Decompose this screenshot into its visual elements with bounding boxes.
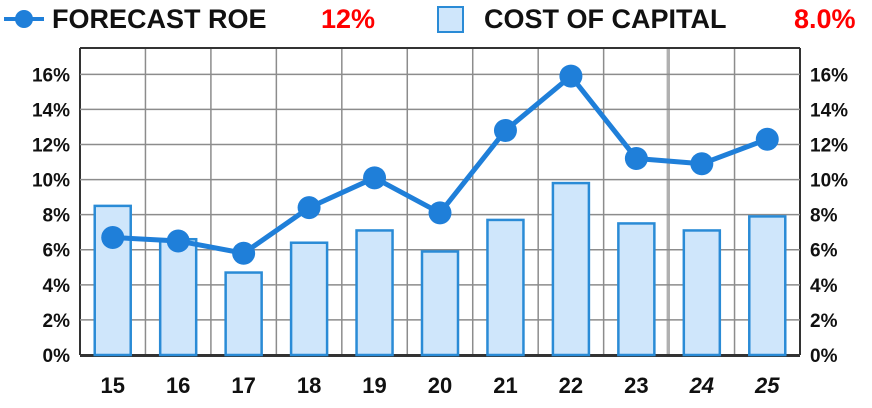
y-tick-label: 2% (43, 311, 71, 332)
y-tick-label: 8% (43, 206, 71, 227)
bar (617, 222, 656, 357)
y-tick-label: 0% (43, 346, 71, 367)
bar (682, 229, 722, 357)
roe-point (624, 147, 648, 171)
bars (93, 181, 787, 357)
line-marker-icon (4, 10, 44, 28)
y-tick-label: 16% (32, 65, 70, 86)
x-tick-label: 22 (559, 373, 583, 398)
roe-point (559, 64, 583, 88)
legend-coc-label: COST OF CAPITAL (484, 4, 727, 34)
bar (551, 181, 591, 357)
y-tick-label: 12% (32, 135, 70, 156)
y-tick-label: 16% (810, 65, 848, 86)
legend-roe-value: 12% (321, 4, 376, 34)
y-tick-label: 2% (810, 311, 838, 332)
y-tick-label: 4% (810, 276, 838, 297)
x-tick-label: 24 (689, 373, 714, 398)
grid (79, 47, 801, 357)
y-tick-label: 10% (32, 171, 70, 192)
roe-line (101, 64, 779, 265)
roe-point (297, 196, 321, 220)
bar-swatch-icon (437, 6, 464, 33)
bar (486, 218, 525, 357)
y-tick-label: 6% (810, 241, 838, 262)
y-tick-label: 4% (43, 276, 71, 297)
y-axis-right: 0% 2% 4% 6% 8% 10% 12% 14% 16% (810, 65, 848, 367)
bar (420, 250, 460, 357)
y-tick-label: 12% (810, 135, 848, 156)
y-tick-label: 6% (43, 241, 71, 262)
legend: FORECAST ROE 12% COST OF CAPITAL 8.0% (0, 0, 872, 40)
bar (748, 215, 787, 357)
y-tick-label: 14% (32, 100, 70, 121)
y-tick-label: 14% (810, 100, 848, 121)
roe-point (493, 118, 517, 142)
roe-point (755, 127, 779, 151)
roe-point (232, 241, 256, 265)
x-tick-label: 18 (297, 373, 321, 398)
roe-point (363, 166, 387, 190)
roe-point (428, 201, 452, 225)
roe-point (690, 152, 714, 176)
x-tick-label: 20 (428, 373, 452, 398)
bar (158, 237, 198, 357)
legend-roe-label: FORECAST ROE (52, 4, 267, 34)
y-tick-label: 10% (810, 171, 848, 192)
bar (224, 271, 263, 357)
bar (355, 229, 394, 357)
y-tick-label: 0% (810, 346, 838, 367)
x-tick-label: 15 (100, 373, 124, 398)
y-tick-label: 8% (810, 206, 838, 227)
x-tick-label: 23 (624, 373, 648, 398)
roe-point (166, 229, 190, 253)
roe-point (101, 225, 125, 249)
x-tick-label: 17 (231, 373, 255, 398)
x-tick-label: 21 (493, 373, 517, 398)
x-tick-label: 16 (166, 373, 190, 398)
x-axis: 15 16 17 18 19 20 21 22 23 24 25 (100, 373, 780, 398)
x-tick-label: 25 (754, 373, 780, 398)
bar (289, 241, 329, 357)
x-tick-label: 19 (362, 373, 386, 398)
y-axis-left: 0% 2% 4% 6% 8% 10% 12% 14% 16% (32, 65, 70, 367)
legend-coc-value: 8.0% (794, 4, 856, 34)
